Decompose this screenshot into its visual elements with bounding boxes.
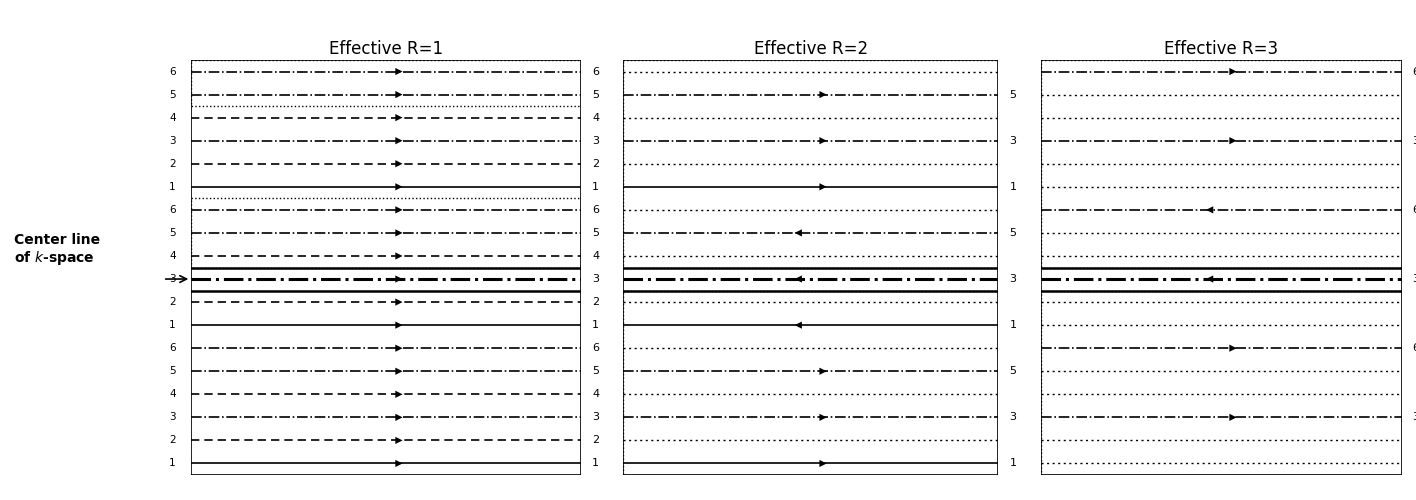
Text: 6: 6 bbox=[1413, 66, 1416, 76]
Text: 5: 5 bbox=[169, 228, 176, 238]
Text: 4: 4 bbox=[592, 112, 599, 122]
Text: 3: 3 bbox=[169, 136, 176, 145]
Text: 2: 2 bbox=[169, 159, 176, 169]
Text: 6: 6 bbox=[1413, 343, 1416, 353]
Text: 4: 4 bbox=[169, 251, 176, 261]
Text: 1: 1 bbox=[169, 458, 176, 468]
Text: 3: 3 bbox=[1413, 274, 1416, 284]
Text: 5: 5 bbox=[592, 228, 599, 238]
Text: 2: 2 bbox=[169, 297, 176, 307]
Text: 3: 3 bbox=[592, 412, 599, 422]
Text: 6: 6 bbox=[592, 343, 599, 353]
Text: 1: 1 bbox=[592, 320, 599, 330]
Text: 3: 3 bbox=[1010, 136, 1017, 145]
Text: Center line
of $k$-space: Center line of $k$-space bbox=[14, 232, 101, 268]
Text: 2: 2 bbox=[592, 159, 599, 169]
Text: 2: 2 bbox=[169, 436, 176, 446]
Text: 5: 5 bbox=[169, 90, 176, 100]
Text: 1: 1 bbox=[169, 320, 176, 330]
Text: 2: 2 bbox=[592, 436, 599, 446]
Text: 4: 4 bbox=[169, 112, 176, 122]
Text: 6: 6 bbox=[169, 66, 176, 76]
Text: 5: 5 bbox=[169, 366, 176, 376]
Text: 3: 3 bbox=[592, 136, 599, 145]
Text: 4: 4 bbox=[592, 390, 599, 400]
Title: Effective R=2: Effective R=2 bbox=[753, 40, 868, 58]
Text: 1: 1 bbox=[169, 182, 176, 192]
Text: 3: 3 bbox=[1010, 412, 1017, 422]
Text: 2: 2 bbox=[592, 297, 599, 307]
Text: 3: 3 bbox=[169, 412, 176, 422]
Title: Effective R=1: Effective R=1 bbox=[329, 40, 443, 58]
Text: 5: 5 bbox=[592, 90, 599, 100]
Text: 6: 6 bbox=[169, 343, 176, 353]
Text: 3: 3 bbox=[1010, 274, 1017, 284]
Text: 1: 1 bbox=[1010, 458, 1017, 468]
Text: 1: 1 bbox=[1010, 320, 1017, 330]
Text: 1: 1 bbox=[592, 182, 599, 192]
Text: 5: 5 bbox=[1010, 228, 1017, 238]
Text: 5: 5 bbox=[1010, 90, 1017, 100]
Title: Effective R=3: Effective R=3 bbox=[1164, 40, 1279, 58]
Text: 5: 5 bbox=[592, 366, 599, 376]
Text: 4: 4 bbox=[169, 390, 176, 400]
Text: 1: 1 bbox=[1010, 182, 1017, 192]
Text: 5: 5 bbox=[1010, 366, 1017, 376]
Text: 1: 1 bbox=[592, 458, 599, 468]
Text: 6: 6 bbox=[592, 66, 599, 76]
Text: 6: 6 bbox=[592, 205, 599, 215]
Text: 3: 3 bbox=[1413, 136, 1416, 145]
Text: 3: 3 bbox=[1413, 412, 1416, 422]
Text: 6: 6 bbox=[1413, 205, 1416, 215]
Text: 4: 4 bbox=[592, 251, 599, 261]
Text: 6: 6 bbox=[169, 205, 176, 215]
Text: 3: 3 bbox=[169, 274, 176, 284]
Text: 3: 3 bbox=[592, 274, 599, 284]
